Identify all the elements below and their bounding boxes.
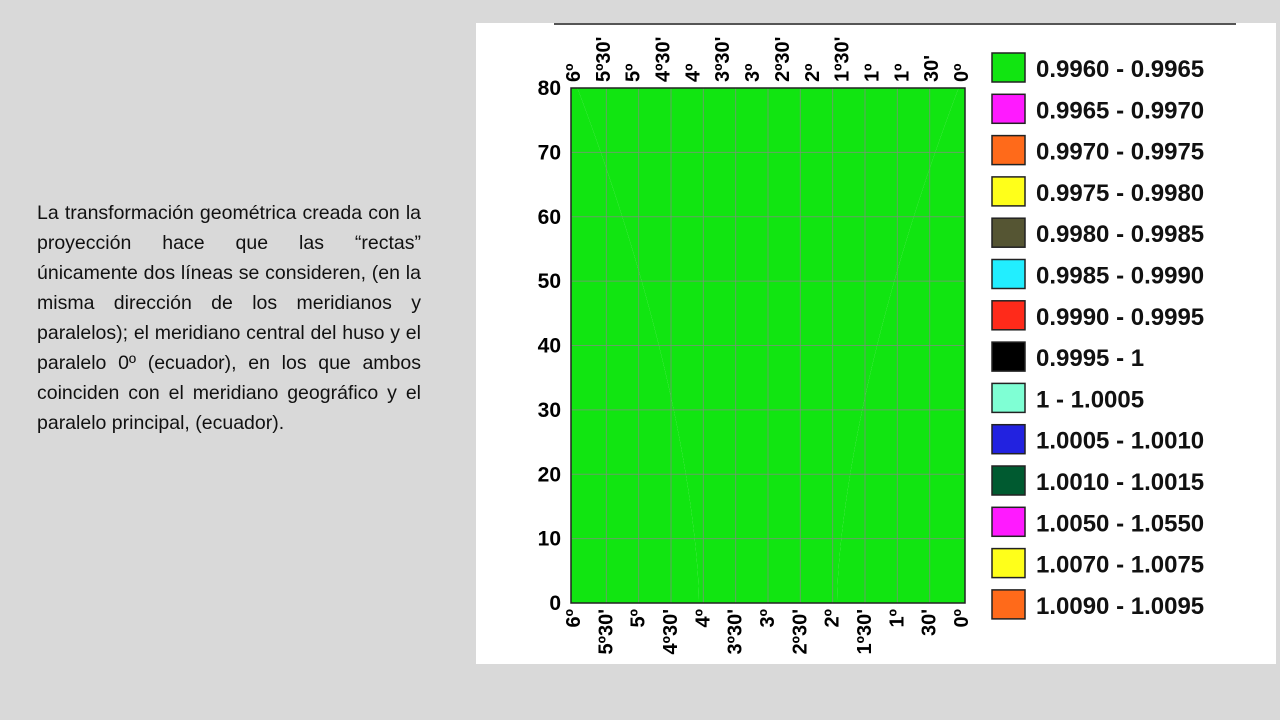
legend-label: 1 - 1.0005	[1036, 386, 1144, 413]
x-top-tick-label: 6º	[563, 64, 585, 82]
y-tick-label: 20	[538, 463, 561, 486]
x-top-tick-label: 5º	[623, 64, 645, 82]
legend-label: 0.9975 - 0.9980	[1036, 180, 1204, 207]
x-bottom-tick-label: 30'	[919, 609, 941, 636]
legend-swatch	[991, 465, 1026, 496]
y-tick-label: 80	[538, 77, 561, 100]
legend-label: 1.0070 - 1.0075	[1036, 552, 1204, 579]
y-tick-label: 40	[538, 335, 561, 358]
legend-label: 0.9990 - 0.9995	[1036, 304, 1204, 331]
x-bottom-tick-label: 2º	[822, 609, 844, 627]
legend-swatch	[991, 300, 1026, 331]
x-bottom-tick-label: 4º30'	[660, 609, 682, 654]
x-bottom-tick-label: 2º30'	[789, 609, 811, 654]
x-top-tick-label: 4º30'	[653, 37, 675, 82]
plot-grid	[571, 88, 965, 603]
legend-swatch	[991, 134, 1026, 166]
legend-swatch	[991, 176, 1026, 207]
legend-swatch	[991, 589, 1026, 620]
legend-swatch	[991, 382, 1026, 414]
legend: 0.9960 - 0.9965 0.9965 - 0.9970 0.9970 - 0…	[991, 52, 1204, 620]
legend-label: 1.0005 - 1.0010	[1036, 428, 1204, 455]
x-axis-bottom-ticks: 6º 5º30' 5º 4º30' 4º 3º30' 3º 2º30' 2º 1º30' 1º 30'…	[563, 609, 973, 654]
x-top-tick-label: 3º	[742, 64, 764, 82]
slide-body-text: La transformación geométrica creada con …	[37, 202, 421, 434]
legend-label: 0.9985 - 0.9990	[1036, 263, 1204, 290]
x-bottom-tick-label: 4º	[692, 609, 714, 627]
legend-swatch	[991, 423, 1026, 455]
x-top-tick-label: 2º30'	[772, 37, 794, 82]
x-bottom-tick-label: 6º	[563, 609, 585, 627]
legend-swatch	[991, 547, 1026, 579]
y-tick-label: 10	[538, 528, 561, 551]
legend-swatch	[991, 506, 1026, 538]
legend-swatch	[991, 217, 1026, 248]
x-axis-top-ticks: 6º 5º30' 5º 4º30' 4º 3º30' 3º 2º30' 2º 1º30' 1º 1º 3…	[563, 37, 973, 82]
legend-swatch	[991, 52, 1026, 83]
heat-band-left	[561, 78, 571, 613]
x-top-tick-label: 30'	[921, 55, 943, 82]
legend-swatch	[991, 93, 1026, 125]
legend-label: 1.0090 - 1.0095	[1036, 593, 1204, 620]
x-top-tick-label: 1º	[861, 64, 883, 82]
x-bottom-tick-label: 0º	[951, 609, 973, 627]
x-top-tick-label: 2º	[802, 64, 824, 82]
legend-swatch	[991, 258, 1026, 290]
y-tick-label: 60	[538, 206, 561, 229]
legend-label: 0.9970 - 0.9975	[1036, 139, 1204, 166]
legend-label: 0.9965 - 0.9970	[1036, 97, 1204, 124]
y-axis-ticks: 0 10 20 30 40 50 60 70 80	[538, 77, 561, 615]
y-tick-label: 0	[549, 592, 561, 615]
x-top-tick-label: 1º	[891, 64, 913, 82]
y-tick-label: 50	[538, 270, 561, 293]
legend-label: 0.9980 - 0.9985	[1036, 221, 1204, 248]
legend-swatch	[991, 341, 1026, 372]
y-tick-label: 30	[538, 399, 561, 422]
x-top-tick-label: 5º30'	[593, 37, 615, 82]
x-bottom-tick-label: 1º30'	[854, 609, 876, 654]
heat-band-right	[965, 78, 975, 613]
legend-label: 1.0050 - 1.0550	[1036, 510, 1204, 537]
x-top-tick-label: 4º	[682, 64, 704, 82]
legend-label: 1.0010 - 1.0015	[1036, 469, 1204, 496]
x-bottom-tick-label: 3º30'	[725, 609, 747, 654]
x-bottom-tick-label: 5º30'	[595, 609, 617, 654]
x-top-tick-label: 3º30'	[712, 37, 734, 82]
x-bottom-tick-label: 5º	[628, 609, 650, 627]
y-tick-label: 70	[538, 141, 561, 164]
legend-label: 0.9960 - 0.9965	[1036, 56, 1204, 83]
plot-frame	[570, 87, 966, 604]
chart-figure: 0 10 20 30 40 50 60 70 80 6º 5º30' 5º 4º30' 4º 3º30' 3…	[476, 23, 1276, 664]
x-top-tick-label: 1º30'	[832, 37, 854, 82]
legend-label: 0.9995 - 1	[1036, 345, 1144, 372]
x-top-tick-label: 0º	[951, 64, 973, 82]
x-bottom-tick-label: 1º	[886, 609, 908, 627]
x-bottom-tick-label: 3º	[757, 609, 779, 627]
